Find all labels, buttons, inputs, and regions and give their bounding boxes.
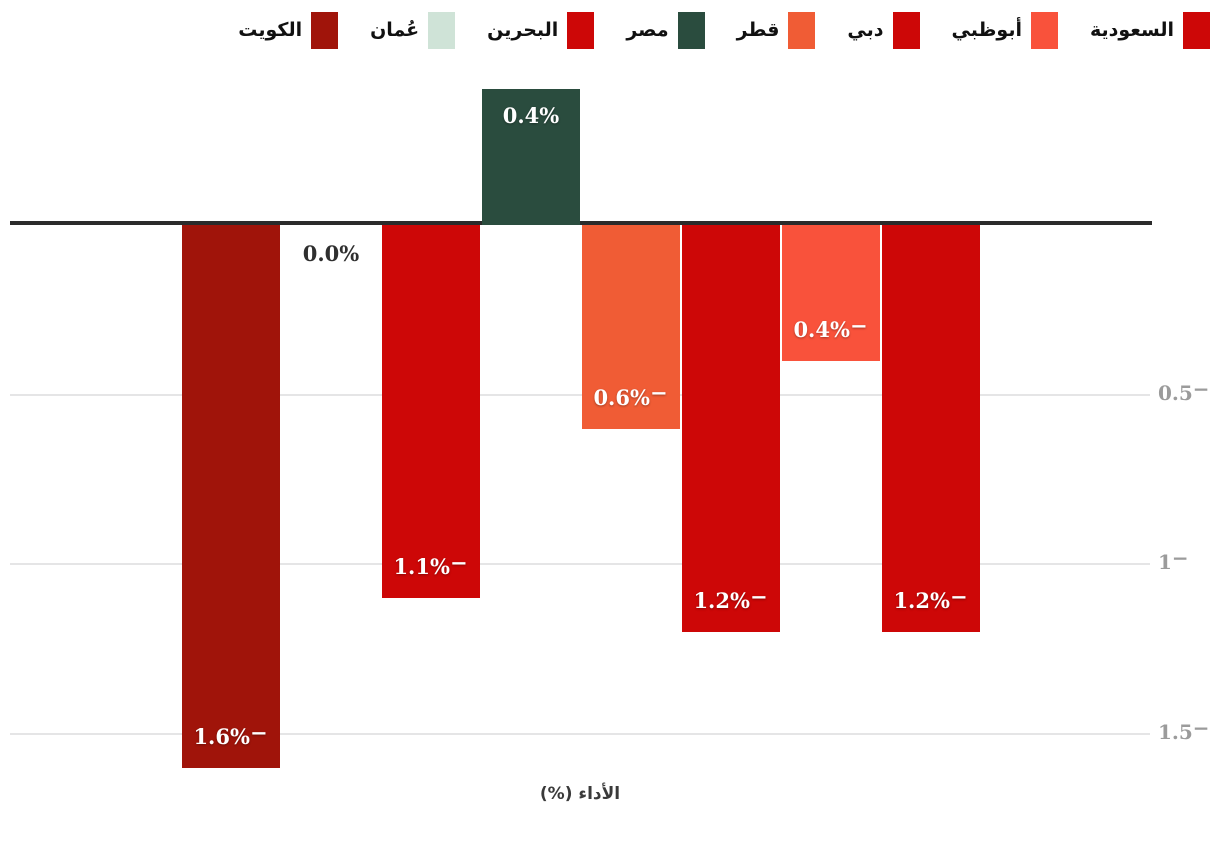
legend-label-qatar: قطر (736, 19, 780, 41)
bar-qatar[interactable] (582, 225, 680, 429)
legend-swatch-bahrain (567, 11, 595, 49)
bar-value-label-bahrain: 1.1%− (393, 550, 468, 580)
bar-value-label-kuwait: 1.6%− (193, 719, 268, 749)
bar-value-label-dubai: 1.2%− (693, 583, 768, 614)
bar-abudhabi[interactable] (782, 225, 880, 361)
y-axis-tick-label: 1.5− (1158, 715, 1210, 744)
legend-swatch-kuwait (311, 11, 339, 49)
y-axis-tick-label: 1− (1158, 546, 1189, 575)
bar-value-label-egypt: 0.4% (502, 103, 560, 129)
legend-swatch-oman (428, 11, 456, 49)
x-axis-line (10, 221, 1152, 225)
legend-label-oman: عُمان (370, 19, 420, 41)
bar-dubai[interactable] (682, 225, 780, 633)
gridline (10, 563, 1150, 566)
x-axis-title: الأداء (%) (539, 784, 621, 804)
legend-swatch-abudhabi (1030, 11, 1058, 49)
legend-label-saudi: السعودية (1089, 19, 1174, 41)
legend-item-kuwait[interactable]: الكويت (238, 11, 339, 49)
bar-saudi[interactable] (882, 225, 980, 633)
legend-label-dubai: دبي (847, 19, 884, 41)
legend-item-saudi[interactable]: السعودية (1089, 11, 1210, 49)
bar-egypt[interactable] (482, 89, 580, 225)
bar-value-label-qatar: 0.6%− (593, 380, 668, 410)
y-axis-tick-label: 0.5− (1158, 376, 1210, 405)
bar-kuwait[interactable] (182, 225, 280, 768)
chart-legend: السعودية أبوظبي دبي قطر مصر البحرين عُمان الكوي… (0, 8, 1210, 52)
bar-bahrain[interactable] (382, 225, 480, 599)
legend-swatch-egypt (677, 11, 705, 49)
bar-value-label-oman: 0.0% (302, 241, 360, 266)
gridline (10, 393, 1150, 396)
legend-item-oman[interactable]: عُمان (370, 11, 456, 49)
legend-item-egypt[interactable]: مصر (626, 11, 705, 49)
legend-swatch-qatar (788, 11, 816, 49)
bar-value-label-abudhabi: 0.4%− (793, 312, 868, 342)
bar-value-label-saudi: 1.2%− (893, 583, 968, 614)
legend-swatch-dubai (892, 11, 920, 49)
legend-label-abudhabi: أبوظبي (951, 19, 1022, 41)
legend-item-qatar[interactable]: قطر (736, 11, 816, 49)
legend-item-abudhabi[interactable]: أبوظبي (951, 11, 1058, 49)
legend-label-egypt: مصر (626, 19, 669, 41)
legend-label-bahrain: البحرين (487, 19, 559, 41)
gridline (10, 732, 1150, 735)
legend-item-dubai[interactable]: دبي (847, 11, 920, 49)
legend-label-kuwait: الكويت (238, 19, 303, 41)
legend-item-bahrain[interactable]: البحرين (487, 11, 595, 49)
legend-swatch-saudi (1183, 11, 1210, 49)
